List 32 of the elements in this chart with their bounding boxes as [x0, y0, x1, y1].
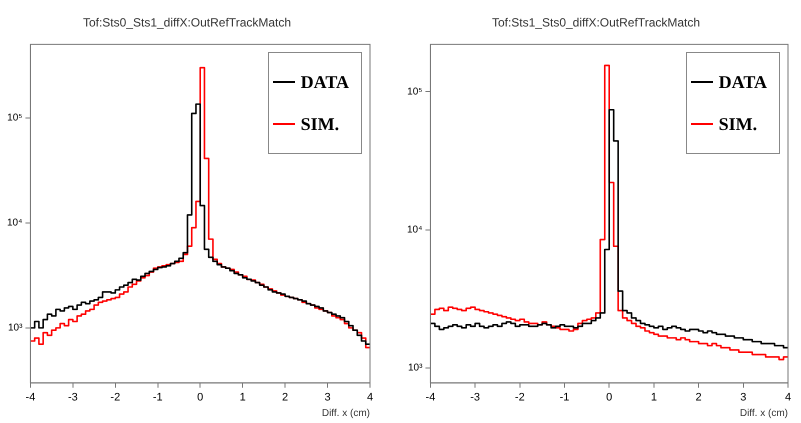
y-tick-label: 10⁵ [407, 86, 422, 98]
y-tick-label: 10⁵ [7, 112, 22, 124]
y-tick-label: 10³ [8, 322, 24, 334]
chart-title: Tof:Sts1_Sts0_diffX:OutRefTrackMatch [492, 16, 700, 30]
x-tick-label: 2 [282, 391, 288, 404]
x-tick-label: 4 [366, 391, 374, 404]
x-tick-label: -2 [110, 391, 120, 404]
x-tick-label: -2 [514, 391, 525, 404]
x-tick-label: -1 [560, 391, 570, 404]
legend-label: DATA [718, 72, 767, 93]
x-tick-label: 1 [240, 391, 246, 404]
legend-label: DATA [300, 72, 349, 93]
x-tick-label: 2 [696, 391, 702, 404]
legend-label: SIM. [300, 114, 340, 135]
x-tick-label: 0 [197, 391, 204, 404]
x-tick-label: -3 [470, 391, 480, 404]
y-tick-label: 10³ [408, 362, 424, 374]
x-axis-title: Diff. x (cm) [740, 408, 788, 419]
x-tick-label: -1 [152, 391, 163, 404]
x-tick-label: 4 [784, 391, 792, 404]
x-tick-label: -4 [26, 391, 36, 404]
x-tick-label: 1 [650, 391, 657, 404]
y-tick-label: 10⁴ [7, 218, 22, 229]
x-tick-label: -3 [68, 391, 78, 404]
x-tick-label: 3 [740, 391, 746, 404]
x-tick-label: 3 [324, 391, 331, 404]
chart-title: Tof:Sts0_Sts1_diffX:OutRefTrackMatch [82, 16, 292, 30]
y-tick-label: 10⁴ [407, 224, 422, 236]
x-tick-label: 0 [606, 391, 612, 404]
legend-label: SIM. [718, 114, 758, 135]
x-axis-title: Diff. x (cm) [322, 408, 370, 419]
x-tick-label: -4 [426, 391, 436, 404]
